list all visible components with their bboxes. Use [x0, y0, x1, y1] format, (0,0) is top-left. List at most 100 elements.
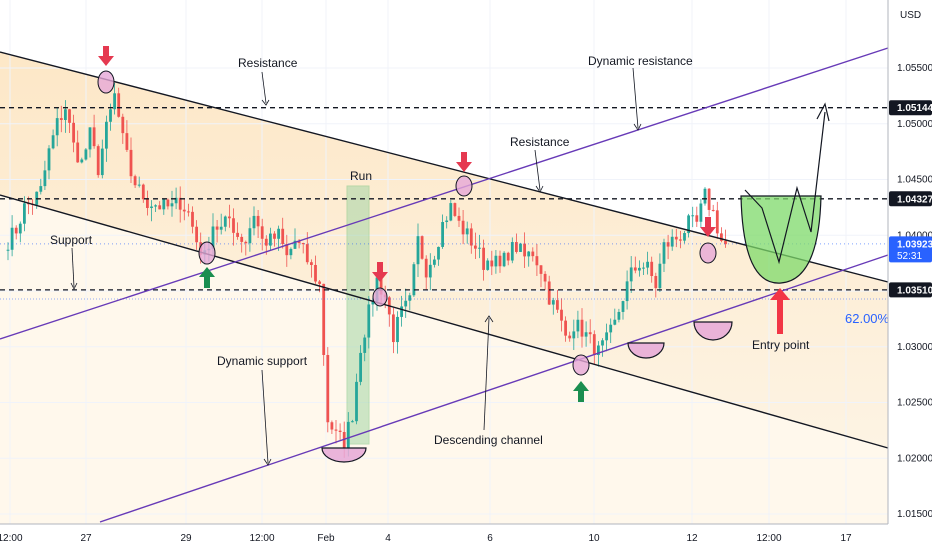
candle [363, 334, 367, 362]
candle [502, 251, 506, 268]
candle [162, 199, 166, 215]
candle [334, 419, 338, 444]
candle [293, 228, 297, 249]
candle [609, 318, 613, 344]
time-tick-label: 4 [385, 533, 391, 544]
green-up-arrow [573, 381, 589, 402]
candle [691, 206, 695, 228]
label-run: Run [350, 169, 372, 183]
candle [478, 234, 481, 259]
candle [367, 296, 371, 349]
candle [576, 310, 580, 339]
candle [260, 218, 264, 251]
label-descending-channel: Descending channel [434, 433, 543, 447]
time-tick-label: 29 [180, 533, 192, 544]
candle [416, 223, 420, 277]
candle [420, 235, 424, 260]
candle [482, 239, 485, 281]
candle [88, 127, 92, 158]
touch-marker [455, 175, 473, 197]
candle [506, 251, 510, 266]
candle [236, 222, 239, 240]
candle [121, 113, 125, 144]
price-tag: 1.04327 [889, 191, 932, 207]
candle [449, 200, 453, 222]
pointer [632, 67, 639, 129]
dynamic-resistance-line [0, 47, 889, 340]
candle [543, 271, 547, 291]
candle [338, 423, 342, 440]
candle [252, 206, 256, 236]
candle [146, 190, 149, 216]
candle [592, 330, 596, 365]
candle [490, 250, 494, 276]
candle [650, 256, 654, 283]
candle [498, 250, 502, 273]
candle [113, 82, 116, 115]
price-tag: 1.03510 [889, 282, 932, 298]
candle [141, 183, 145, 203]
candle [154, 204, 157, 213]
annotation-pointers [70, 67, 642, 466]
candle [182, 198, 186, 221]
projected-cup [740, 195, 822, 284]
rounded-bottom [321, 447, 367, 463]
candle [474, 232, 477, 259]
candle [445, 216, 449, 229]
candle [351, 419, 354, 423]
candle [51, 129, 55, 150]
candle [535, 243, 539, 276]
candle [400, 295, 403, 327]
candle [100, 139, 104, 179]
candle [469, 223, 473, 254]
candle [527, 250, 531, 267]
label-resistance-top: Resistance [238, 56, 298, 70]
candle [256, 210, 260, 238]
candle [80, 157, 84, 164]
candle [64, 100, 67, 133]
candle [584, 321, 588, 347]
candle [510, 237, 514, 264]
price-tick-label: 1.05000 [897, 119, 932, 130]
time-tick-label: 17 [840, 533, 852, 544]
candle [666, 234, 670, 260]
candle [437, 246, 440, 266]
candle [605, 323, 608, 352]
descending-channel-fill [0, 52, 888, 448]
rounded-bottom [627, 342, 665, 359]
candle [568, 331, 572, 342]
candle [170, 190, 174, 217]
vertical-grid [9, 0, 847, 524]
touch-marker [372, 287, 388, 307]
time-axis-ticks: 12:00 27 29 12:00 Feb 4 6 10 12 12:00 17 [0, 533, 852, 544]
price-axis-background [889, 0, 932, 550]
candle [68, 108, 71, 134]
candle [683, 230, 686, 244]
candle [178, 186, 182, 223]
candle [166, 198, 170, 210]
lower-zone-fill [0, 195, 888, 524]
candle [441, 214, 444, 249]
candle [223, 215, 227, 232]
pointer [483, 317, 490, 431]
candle [711, 204, 715, 212]
projection-arrowhead [816, 102, 830, 122]
candle [305, 232, 309, 265]
time-tick-label: 12 [686, 533, 698, 544]
candle [137, 176, 141, 188]
candle [117, 87, 121, 118]
red-down-arrow [98, 46, 114, 66]
candle [392, 307, 395, 354]
candle [396, 311, 399, 354]
candle [621, 300, 625, 320]
dynamic-support-line [99, 254, 889, 523]
candle [560, 298, 563, 332]
price-tick-label: 1.04000 [897, 230, 932, 241]
price-tick-label: 1.03000 [897, 342, 932, 353]
time-tick-label: Feb [317, 533, 335, 544]
candle [39, 178, 43, 195]
candle [228, 204, 231, 228]
touch-marker [699, 242, 717, 264]
candle [84, 147, 88, 161]
